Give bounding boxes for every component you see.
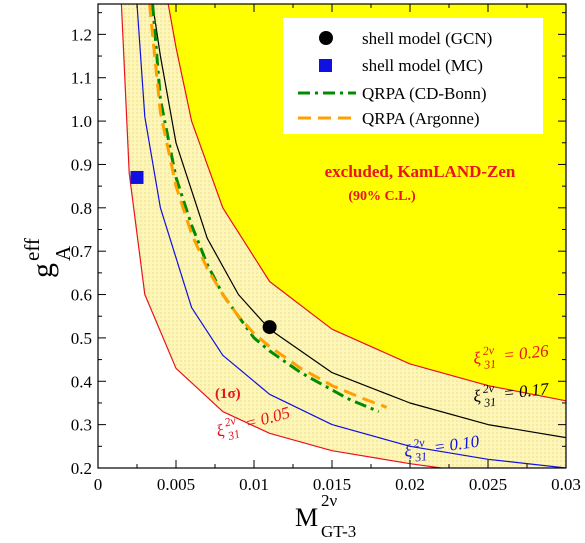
axis-ticks: 0 0.005 0.01 0.015 0.02 0.025 0.03 0.2 0.3 0.4 0.5… [71,4,581,494]
y-axis-label-main: g [26,263,59,278]
allowed-band [121,4,566,468]
y-tick-label: 0.6 [71,286,92,305]
legend-cdbonn-label: QRPA (CD-Bonn) [362,84,487,103]
xi-017-sup: 2ν [482,381,495,396]
x-tick-label: 0.025 [469,475,507,494]
annotation-xi-026: ξ 31 2ν = 0.26 [472,341,550,372]
annotation-sigma: (1σ) [215,386,241,402]
xi-005-sub: 31 [225,426,241,443]
xi-017-symbol: ξ [472,386,482,406]
xi-026-value: = 0.26 [502,341,550,365]
x-tick-label: 0.005 [157,475,195,494]
xi-010-sup: 2ν [412,435,426,451]
annotation-excluded: excluded, KamLAND-Zen [325,162,516,181]
x-axis-label-main: M [295,503,318,532]
xi-010-symbol: ξ [403,441,414,461]
x-axis-label: M 2ν GT-3 [295,491,356,541]
xi-026-symbol: ξ [472,348,482,368]
contour-xi-017 [152,4,566,439]
y-tick-label: 0.7 [71,242,93,261]
markers [130,170,277,335]
xi-017-sub: 31 [482,395,496,410]
y-tick-label: 0.5 [71,329,92,348]
xi-017-value: = 0.17 [502,379,551,403]
y-tick-label: 0.4 [71,372,93,391]
xi-026-sup: 2ν [482,343,495,358]
y-axis-label-sub: A [51,245,75,261]
y-tick-label: 0.2 [71,459,92,478]
contour-xi-026 [167,4,566,402]
annotation-cl: (90% C.L.) [348,189,416,204]
curves [120,4,566,468]
qrpa-argonne-line [148,4,388,409]
y-tick-label: 0.8 [71,199,92,218]
x-axis-label-sup: 2ν [321,491,338,510]
x-tick-label: 0.02 [395,475,425,494]
legend-gcn-label: shell model (GCN) [362,29,492,48]
contour-xi-010 [136,4,566,468]
x-tick-label: 0.015 [313,475,351,494]
x-axis-label-sub: GT-3 [321,522,356,541]
y-axis-label: g eff A [20,238,75,278]
x-tick-label: 0.01 [239,475,269,494]
annotation-xi-017: ξ 31 2ν = 0.17 [472,379,551,410]
contour-xi-005 [120,4,442,468]
y-tick-label: 1.2 [71,25,92,44]
xi-010-sub: 31 [413,449,428,465]
legend-argonne-label: QRPA (Argonne) [362,109,480,128]
legend-mc-marker [319,59,332,72]
xi-026-sub: 31 [482,357,496,372]
y-tick-label: 1.0 [71,112,92,131]
legend: shell model (GCN) shell model (MC) QRPA … [283,18,543,134]
x-tick-label: 0 [94,475,103,494]
xi-005-sup: 2ν [223,413,238,430]
legend-mc-label: shell model (MC) [362,56,483,75]
mc-point [130,170,144,184]
gcn-point [262,320,277,335]
x-tick-label: 0.03 [551,475,581,494]
legend-gcn-marker [319,31,333,45]
y-tick-label: 0.9 [71,155,92,174]
y-tick-label: 1.1 [71,69,92,88]
y-axis-label-sup: eff [20,238,44,261]
qrpa-cd-bonn-line [151,4,380,413]
y-tick-label: 0.3 [71,416,92,435]
